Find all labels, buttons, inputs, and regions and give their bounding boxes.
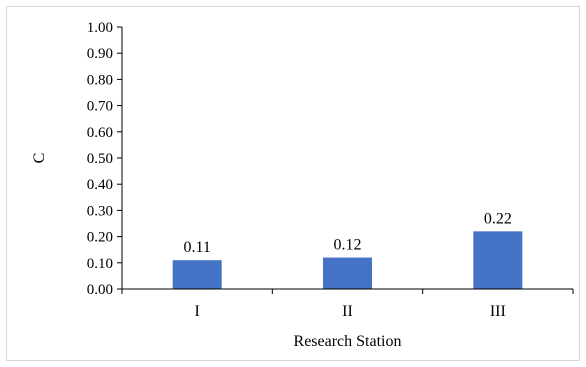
y-tick-label: 0.10: [87, 256, 113, 272]
data-label-I: 0.11: [183, 239, 210, 256]
data-label-III: 0.22: [484, 210, 512, 227]
x-tick-label-I: I: [195, 303, 200, 320]
y-tick-label: 0.00: [87, 282, 113, 298]
x-axis-title: Research Station: [294, 333, 402, 350]
y-tick-label: 0.80: [87, 72, 113, 88]
x-axis-ticks: I II III: [121, 289, 574, 320]
data-label-II: 0.12: [334, 237, 362, 254]
y-axis-ticks: 0.00 0.10 0.20 0.30 0.40 0.50 0.60 0.70 0.80 0.90…: [87, 20, 122, 298]
y-tick-label: 0.30: [87, 203, 113, 219]
y-tick-label: 0.60: [87, 125, 113, 141]
data-labels: 0.11 0.12 0.22: [183, 210, 511, 256]
y-axis-title: C: [31, 153, 48, 164]
y-tick-label: 0.90: [87, 46, 113, 62]
chart-border: [6, 6, 580, 361]
y-tick-label: 1.00: [87, 20, 113, 36]
y-tick-label: 0.50: [87, 151, 113, 167]
x-tick-label-III: III: [490, 303, 506, 320]
x-tick-label-II: II: [342, 303, 353, 320]
y-tick-label: 0.40: [87, 177, 113, 193]
y-tick-label: 0.20: [87, 230, 113, 246]
bar-III: [473, 231, 523, 289]
y-tick-label: 0.70: [87, 99, 113, 115]
bar-I: [172, 260, 222, 289]
bars: [172, 231, 523, 289]
bar-II: [323, 257, 372, 289]
